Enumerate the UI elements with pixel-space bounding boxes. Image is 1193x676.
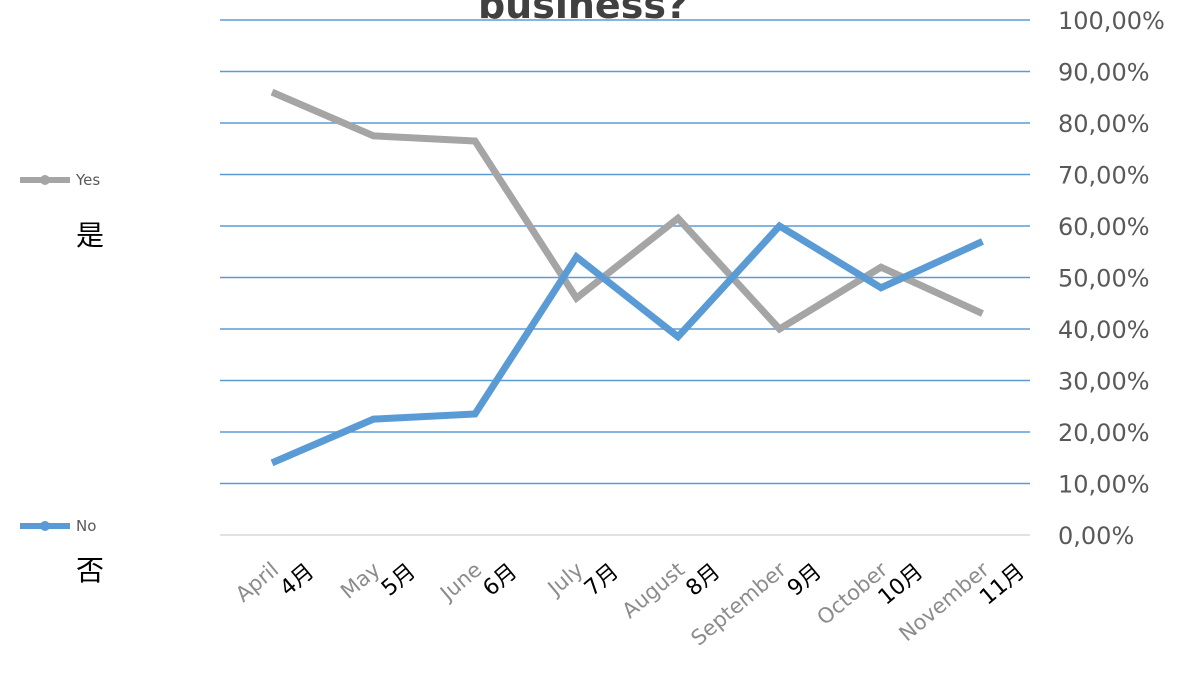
y-tick-label: 70,00% — [1058, 162, 1150, 190]
x-tick-label: May — [336, 557, 385, 603]
chart-title: business? — [478, 0, 688, 27]
x-tick-label-cn: 7月 — [580, 559, 624, 601]
y-tick-label: 0,00% — [1058, 522, 1134, 550]
legend: Yes 是 No 否 — [20, 171, 104, 587]
legend-item-yes: Yes 是 — [20, 171, 104, 252]
x-tick-label-cn: 5月 — [377, 559, 421, 601]
x-tick-label: August — [617, 557, 689, 623]
y-tick-label: 10,00% — [1058, 471, 1150, 499]
y-tick-label: 40,00% — [1058, 316, 1150, 344]
x-tick-label: July — [542, 557, 588, 601]
x-tick-label-cn: 4月 — [276, 559, 320, 601]
y-tick-label: 90,00% — [1058, 59, 1150, 87]
legend-label-yes-cn: 是 — [76, 219, 104, 252]
legend-item-no: No 否 — [20, 517, 104, 587]
x-tick-label-cn: 9月 — [783, 559, 827, 601]
y-tick-label: 30,00% — [1058, 368, 1150, 396]
y-tick-label: 20,00% — [1058, 419, 1150, 447]
y-tick-label: 100,00% — [1058, 7, 1165, 35]
y-tick-label: 60,00% — [1058, 213, 1150, 241]
series-lines — [270, 88, 984, 467]
x-tick-label-cn: 8月 — [682, 559, 726, 601]
legend-label-yes: Yes — [75, 171, 100, 189]
y-tick-label: 80,00% — [1058, 110, 1150, 138]
legend-marker-yes — [40, 175, 50, 185]
series-line-no — [270, 221, 984, 467]
legend-label-no: No — [76, 517, 96, 535]
y-axis-ticks: 0,00% 10,00% 20,00% 30,00% 40,00% 50,00% 60,00… — [1058, 7, 1165, 550]
x-tick-label-cn: 6月 — [479, 559, 523, 601]
legend-marker-no — [40, 521, 50, 531]
gridlines — [220, 19, 1030, 536]
legend-label-no-cn: 否 — [76, 554, 104, 587]
y-tick-label: 50,00% — [1058, 265, 1150, 293]
